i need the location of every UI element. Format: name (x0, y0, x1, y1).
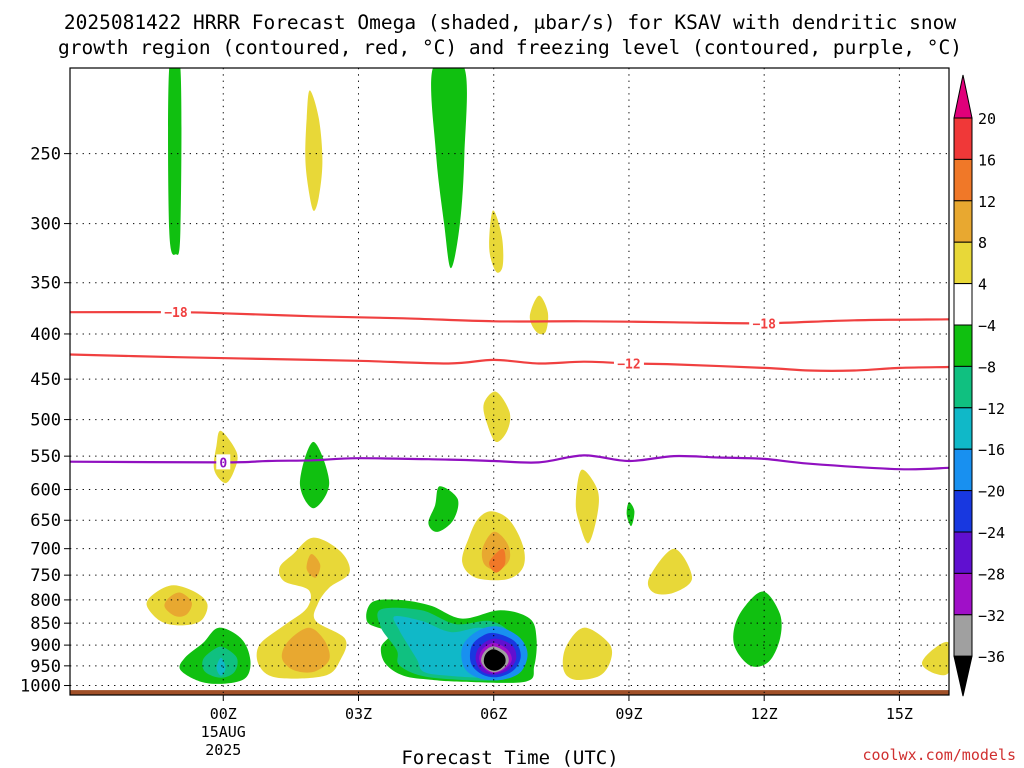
y-tick-label-900: 900 (30, 636, 61, 656)
temperature-contours: −18 −18 −12 0 (70, 304, 949, 471)
y-tick-label-1000: 1000 (20, 677, 61, 697)
chart-title-line1: 2025081422 HRRR Forecast Omega (shaded, … (64, 11, 956, 34)
omega-region-20 (306, 554, 321, 578)
omega-region-6 (483, 391, 511, 443)
colorbar-label: 4 (978, 276, 987, 294)
omega-region-19 (281, 627, 330, 673)
y-tick-label-750: 750 (30, 566, 61, 586)
colorbar-label: −16 (978, 441, 1005, 459)
y-tick-label-950: 950 (30, 657, 61, 677)
contour-line-0 (70, 454, 949, 471)
y-tick-label-700: 700 (30, 540, 61, 560)
colorbar-label: −12 (978, 400, 1005, 418)
x-tick-label-09Z: 09Z (615, 705, 642, 723)
omega-region-11 (626, 502, 635, 527)
colorbar-label: −28 (978, 565, 1005, 583)
credit-text: coolwx.com/models (862, 746, 1016, 764)
contour-label-bg (216, 454, 231, 470)
x-tick-label-03Z: 03Z (345, 705, 372, 723)
colorbar-label: −32 (978, 607, 1005, 625)
contour-label--18: −18 (164, 306, 188, 321)
x-tick-year: 2025 (205, 741, 241, 759)
plot-area-background (70, 68, 949, 695)
y-tick-label-800: 800 (30, 591, 61, 611)
contour-label--12: −12 (617, 357, 640, 372)
chart-title-line2: growth region (contoured, red, °C) and f… (58, 36, 962, 59)
x-axis-label: Forecast Time (UTC) (401, 747, 618, 768)
y-tick-label-650: 650 (30, 511, 61, 531)
colorbar-label: −8 (978, 358, 996, 376)
omega-region-1 (168, 68, 182, 255)
omega-region-24 (562, 627, 613, 680)
x-tick-label-12Z: 12Z (751, 705, 778, 723)
omega-region-26 (921, 641, 949, 676)
y-axis: 2503003504004505005506006507007508008509… (20, 145, 70, 697)
omega-region-10 (575, 469, 599, 544)
contour-label--18: −18 (752, 317, 776, 332)
omega-region-18 (256, 537, 350, 679)
omega-region-2 (305, 90, 323, 211)
y-tick-label-600: 600 (30, 481, 61, 501)
colorbar-swatch-2 (953, 158, 973, 202)
omega-region-8 (299, 441, 330, 509)
contour-line--18 (70, 311, 949, 325)
y-tick-label-500: 500 (30, 411, 61, 431)
omega-region-17 (164, 592, 192, 617)
omega-region-35 (483, 649, 506, 671)
colorbar-label: 20 (978, 110, 996, 128)
omega-region-5 (529, 295, 549, 335)
colorbar-swatch-5 (953, 283, 973, 326)
contour-label-bg (160, 304, 191, 320)
colorbar-swatch-1 (953, 117, 973, 160)
colorbar-swatch-12 (953, 572, 973, 616)
y-tick-label-350: 350 (30, 274, 61, 294)
colorbar-label: −4 (978, 317, 996, 335)
ground-fill (70, 690, 949, 695)
y-tick-label-400: 400 (30, 325, 61, 345)
x-tick-label-00Z: 00Z (210, 705, 237, 723)
colorbar-label: 16 (978, 151, 996, 169)
ground-band (70, 690, 949, 695)
omega-region-25 (733, 591, 782, 667)
y-tick-label-250: 250 (30, 145, 61, 165)
colorbar-swatch-13 (953, 614, 973, 657)
omega-region-15 (647, 548, 693, 595)
omega-region-23 (216, 657, 226, 676)
x-tick-label-15Z: 15Z (886, 705, 913, 723)
y-tick-label-550: 550 (30, 447, 61, 467)
colorbar-swatch-8 (953, 407, 973, 450)
y-tick-label-850: 850 (30, 614, 61, 634)
omega-region-3 (431, 68, 467, 269)
plot-area-frame (69, 67, 950, 696)
colorbar-label: 12 (978, 193, 996, 211)
colorbar-label: −36 (978, 648, 1005, 666)
colorbar-swatch-6 (953, 324, 973, 367)
x-tick-date: 15AUG (201, 723, 246, 741)
contour-label-0: 0 (219, 456, 227, 471)
colorbar-swatch-7 (953, 365, 973, 409)
x-tick-label-06Z: 06Z (480, 705, 507, 723)
colorbar-top-arrow (953, 74, 973, 119)
colorbar-swatch-10 (953, 490, 973, 533)
y-tick-label-300: 300 (30, 215, 61, 235)
colorbar-bottom-arrow (953, 655, 973, 697)
colorbar-label: −20 (978, 483, 1005, 501)
colorbar-swatch-4 (953, 241, 973, 285)
omega-region-4 (489, 210, 504, 273)
omega-region-14 (489, 548, 506, 573)
contour-label-bg (749, 315, 780, 331)
colorbar-label: 8 (978, 234, 987, 252)
colorbar-swatch-11 (953, 531, 973, 574)
colorbar-legend: 20 16 12 8 4 −4 −8 −12 −16 −20 −24 −28 −32 −36 (953, 74, 1005, 697)
contour-line--12 (70, 353, 949, 372)
contour-label-bg (613, 355, 644, 371)
colorbar-label: −24 (978, 524, 1005, 542)
colorbar-swatch-9 (953, 448, 973, 492)
y-tick-label-450: 450 (30, 370, 61, 390)
colorbar-swatch-3 (953, 200, 973, 243)
